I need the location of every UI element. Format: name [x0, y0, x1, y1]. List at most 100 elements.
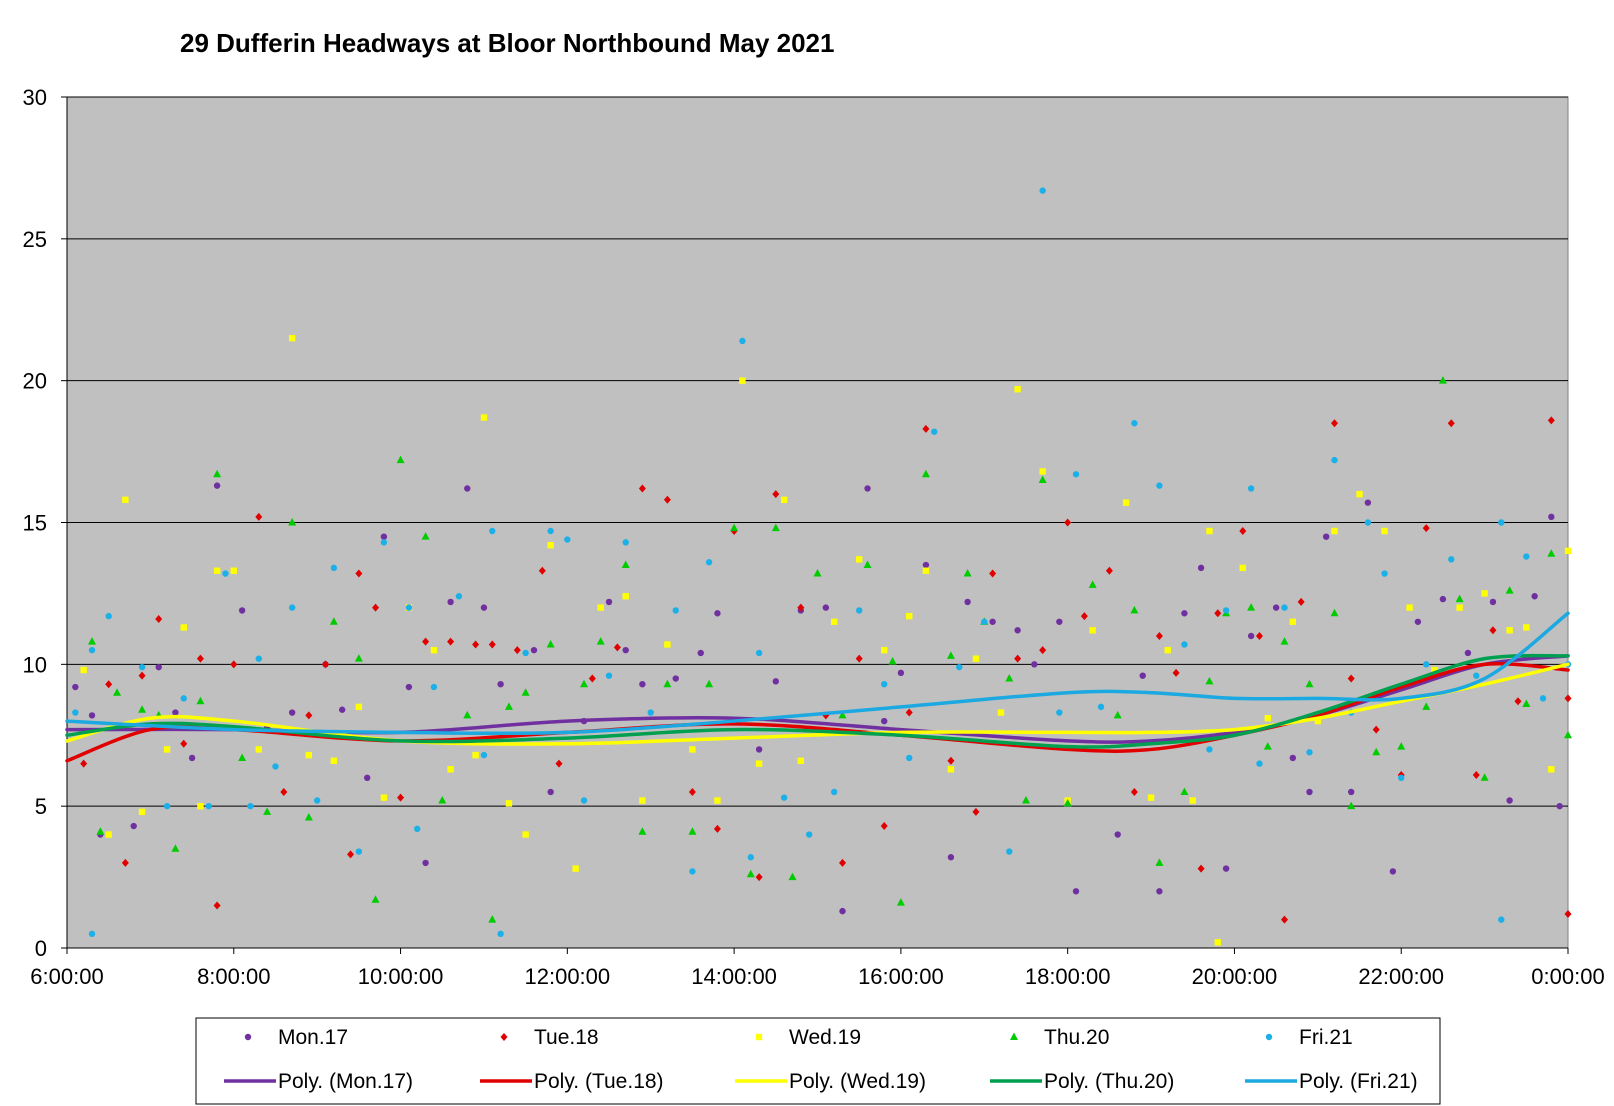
data-point: [1356, 490, 1363, 498]
data-point: [313, 797, 321, 804]
y-tick-label: 20: [23, 369, 47, 394]
data-point: [547, 541, 554, 549]
data-point: [605, 598, 613, 606]
data-point: [755, 760, 763, 767]
legend-marker: [500, 1033, 508, 1041]
data-point: [1263, 742, 1272, 750]
data-point: [1564, 694, 1572, 703]
data-point: [1021, 795, 1030, 804]
data-point: [213, 482, 221, 489]
data-point: [972, 655, 980, 662]
data-point: [1072, 888, 1080, 895]
data-point: [1289, 618, 1297, 625]
data-point: [105, 831, 112, 838]
data-point: [1422, 524, 1430, 533]
data-point: [746, 869, 755, 878]
data-point: [138, 808, 146, 816]
data-point: [1422, 702, 1431, 710]
data-point: [822, 604, 830, 611]
data-point: [255, 746, 262, 753]
data-point: [163, 746, 171, 753]
data-point: [1180, 787, 1189, 795]
legend-label: Wed.19: [789, 1026, 861, 1049]
data-point: [1130, 787, 1138, 796]
data-point: [1131, 420, 1138, 427]
data-point: [88, 712, 96, 719]
data-point: [1039, 646, 1047, 655]
data-point: [354, 654, 363, 662]
data-point: [1556, 802, 1563, 810]
trendline: [65, 611, 1570, 736]
data-point: [881, 717, 888, 725]
data-point: [522, 649, 529, 657]
data-point: [188, 754, 196, 762]
data-point: [88, 646, 96, 654]
data-point: [80, 666, 87, 674]
data-point: [1280, 637, 1289, 645]
data-point: [1439, 595, 1447, 603]
data-point: [1289, 754, 1297, 762]
data-point: [1088, 580, 1097, 588]
data-point: [1297, 597, 1305, 606]
data-point: [355, 703, 363, 711]
data-point: [364, 774, 371, 781]
legend-marker: [1010, 1032, 1018, 1040]
data-point: [597, 604, 604, 611]
data-point: [155, 663, 162, 671]
data-point: [755, 746, 763, 753]
x-tick-label: 12:00:00: [525, 964, 611, 989]
data-point: [1548, 766, 1555, 773]
data-point: [504, 702, 513, 710]
data-point: [755, 649, 763, 657]
trendline: [65, 662, 1570, 746]
data-point: [755, 873, 763, 882]
gridlines: [67, 96, 1568, 807]
data-point: [1264, 715, 1271, 722]
data-point: [396, 455, 405, 464]
data-point: [881, 646, 888, 654]
data-point: [1155, 631, 1163, 640]
data-point: [1205, 676, 1214, 685]
data-point: [213, 567, 221, 574]
data-point: [230, 660, 238, 669]
data-point: [1063, 798, 1072, 807]
data-point: [72, 683, 79, 691]
data-point: [1423, 661, 1430, 668]
data-point: [739, 377, 746, 384]
data-point: [213, 901, 221, 910]
data-point: [421, 532, 430, 540]
data-point: [238, 753, 247, 761]
data-point: [138, 663, 146, 671]
data-point: [1564, 909, 1572, 918]
data-point: [1514, 697, 1522, 706]
data-point: [689, 746, 696, 753]
data-point: [1381, 570, 1388, 577]
data-point: [906, 612, 913, 620]
series-wed-19: [80, 334, 1572, 946]
data-point: [1431, 666, 1438, 674]
data-point: [622, 593, 629, 600]
data-point: [1214, 609, 1222, 618]
y-tick-label: 30: [23, 85, 47, 110]
data-point: [288, 334, 296, 342]
x-tick-label: 10:00:00: [358, 964, 444, 989]
data-point: [1014, 654, 1022, 663]
data-point: [1113, 710, 1122, 719]
data-point: [1189, 797, 1196, 804]
data-point: [488, 640, 496, 649]
data-point: [447, 637, 455, 646]
data-point: [1489, 626, 1497, 635]
data-point: [88, 637, 97, 645]
data-point: [1539, 695, 1547, 702]
data-point: [1281, 604, 1288, 611]
data-point: [1406, 604, 1413, 611]
data-point: [155, 614, 163, 623]
x-tick-label: 16:00:00: [858, 964, 944, 989]
data-point: [372, 603, 380, 612]
data-point: [1206, 527, 1213, 535]
data-point: [797, 603, 805, 612]
data-point: [1414, 618, 1422, 625]
data-point: [122, 496, 129, 504]
data-point: [947, 766, 955, 773]
data-point: [521, 688, 530, 696]
